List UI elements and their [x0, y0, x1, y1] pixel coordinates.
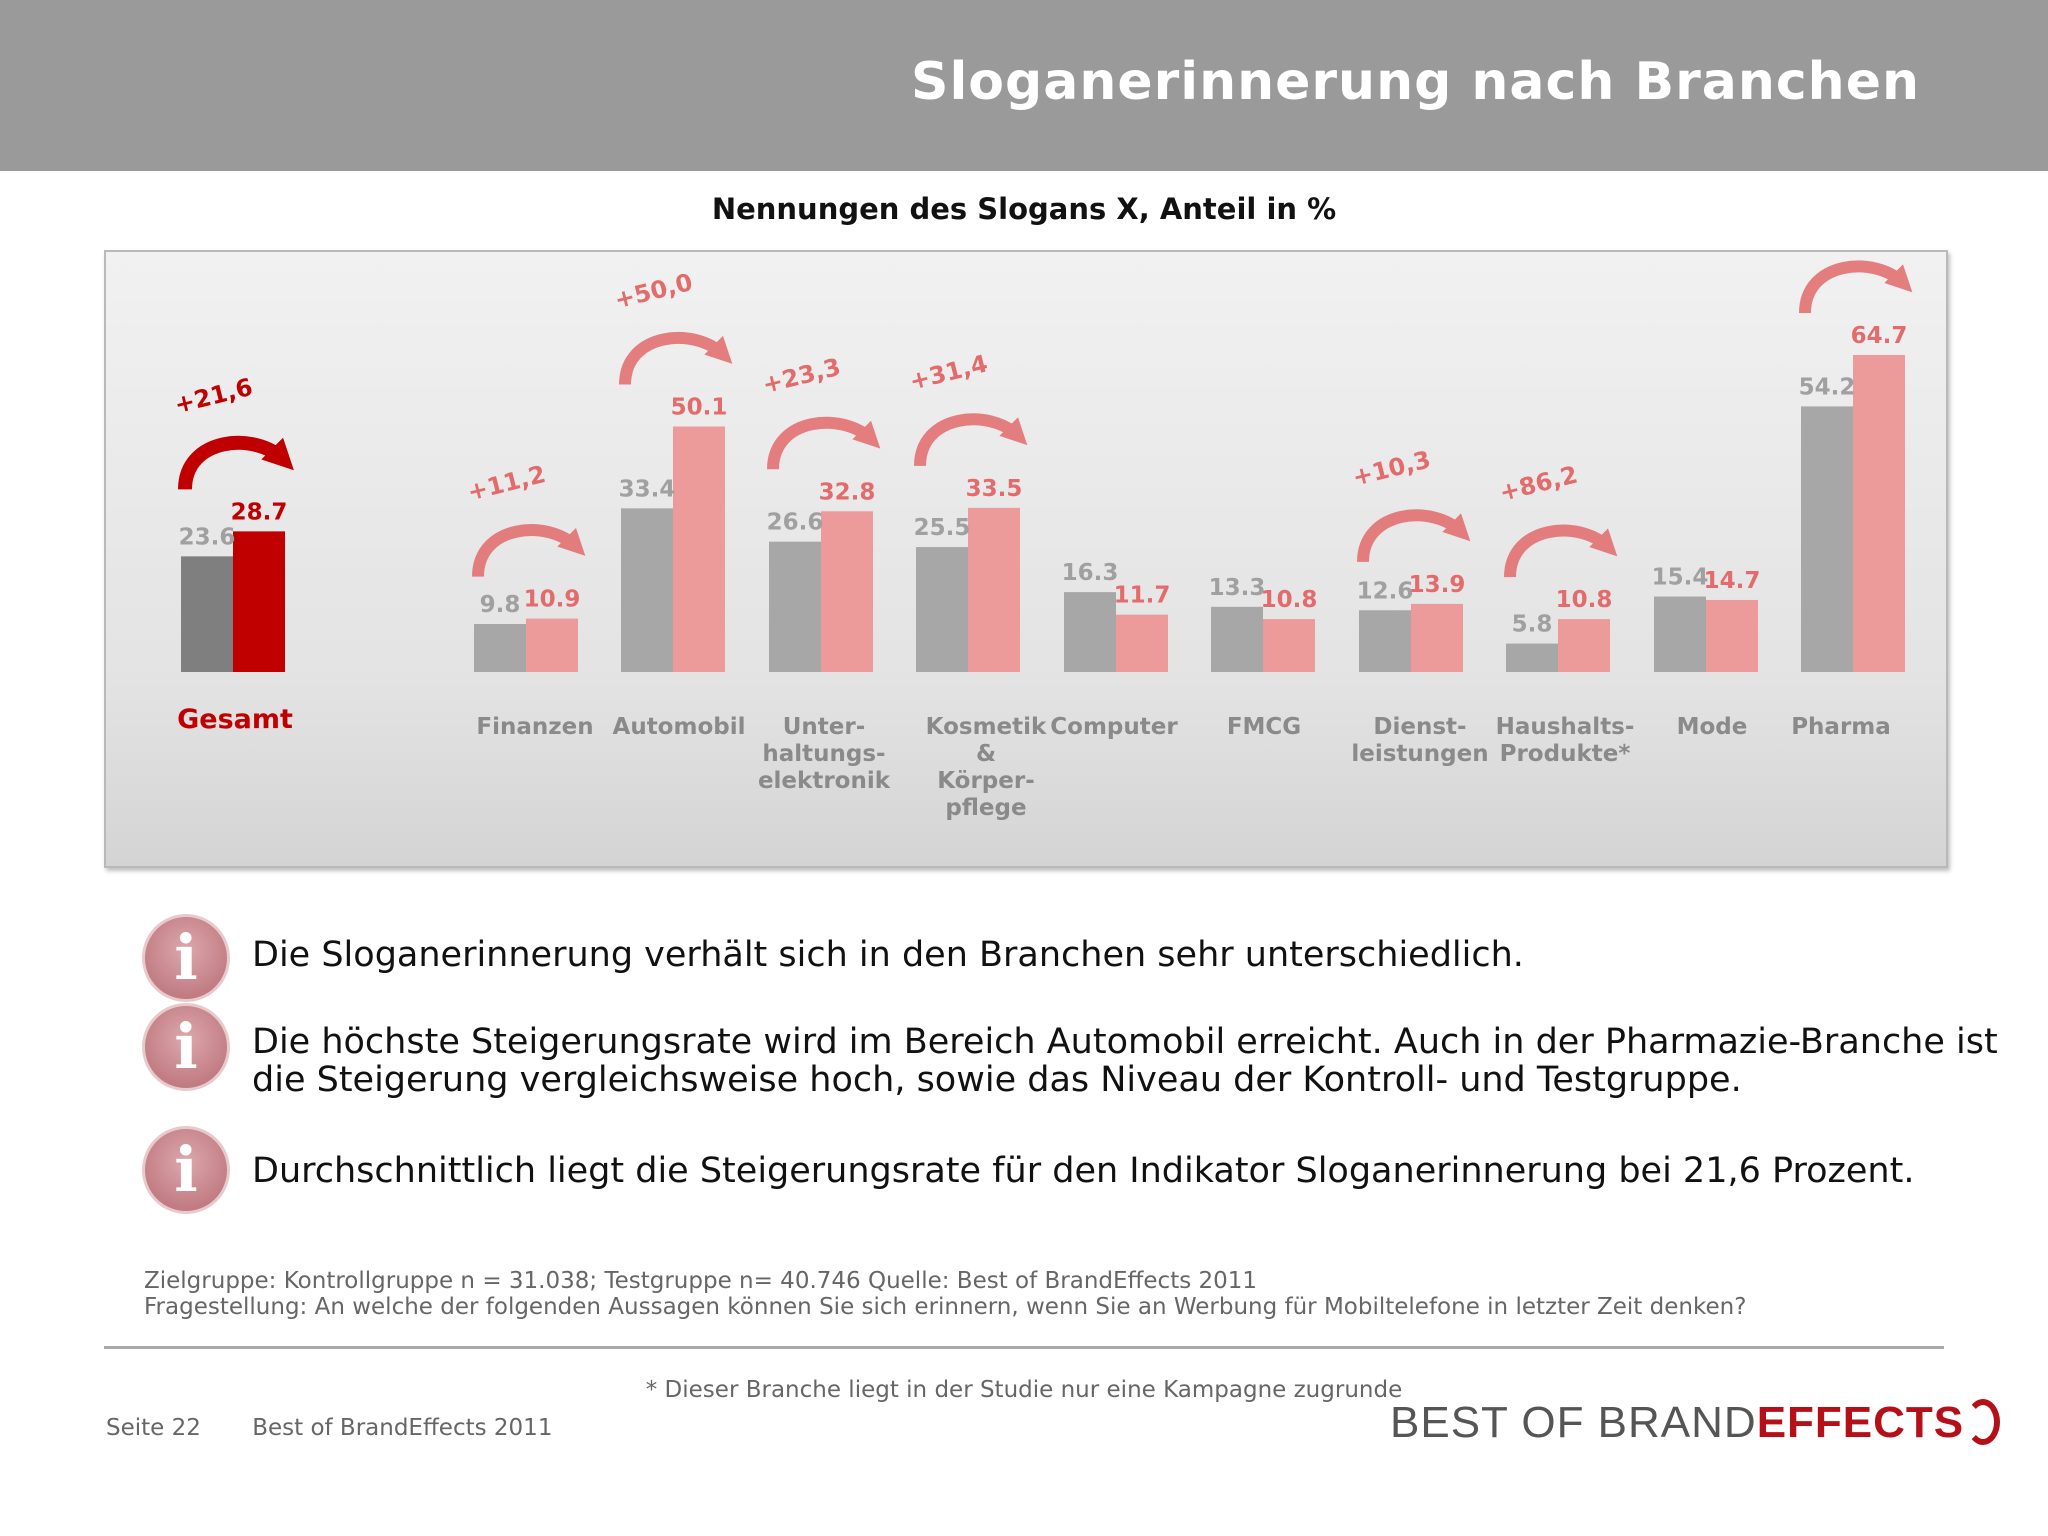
page-number: Seite 22 [106, 1415, 201, 1441]
category-label: elektronik [758, 768, 891, 794]
data-label-test: 64.7 [1851, 323, 1908, 349]
chart-title: Nennungen des Slogans X, Anteil in % [711, 192, 1337, 226]
data-label-test: 10.8 [1261, 587, 1318, 613]
category-label: Pharma [1791, 714, 1891, 740]
info-icon: i [142, 1003, 230, 1091]
increase-arrow [619, 331, 733, 385]
bar-test [233, 531, 285, 672]
category-label: FMCG [1227, 714, 1301, 740]
data-label-test: 14.7 [1704, 568, 1761, 594]
increase-arrow [1357, 509, 1471, 563]
category-label: Produkte* [1500, 741, 1631, 767]
info-icon: i [142, 914, 230, 1002]
data-label-test: 11.7 [1114, 583, 1171, 609]
bar-control [1064, 592, 1116, 672]
data-label-test: 50.1 [671, 395, 728, 421]
category-label: Kosmetik [926, 714, 1047, 740]
bar-test [1853, 354, 1905, 672]
data-label-test: 13.9 [1409, 572, 1466, 598]
bar-control [769, 541, 821, 672]
bar-test [526, 618, 578, 672]
question-note: Fragestellung: An welche der folgenden A… [144, 1294, 1747, 1320]
divider [104, 1346, 1944, 1349]
category-label: Unter- [783, 714, 866, 740]
category-label: Gesamt [177, 704, 293, 735]
header-bar: Sloganerinnerung nach Branchen [0, 0, 2048, 171]
bar-test [1411, 603, 1463, 672]
data-label-test: 32.8 [819, 479, 876, 505]
increase-arrow [1504, 524, 1618, 578]
page-title: Sloganerinnerung nach Branchen [911, 52, 1920, 112]
category-label: & [976, 741, 996, 767]
bar-test [1706, 599, 1758, 672]
info-text: Die Sloganerinnerung verhält sich in den… [252, 935, 1524, 975]
data-label-test: 10.8 [1556, 587, 1613, 613]
increase-label: +21,6 [172, 373, 256, 419]
bar-control [1801, 406, 1853, 672]
increase-label: +50,0 [612, 268, 696, 314]
increase-arrow [914, 413, 1028, 467]
data-label-control: 5.8 [1512, 612, 1553, 638]
bar-test [968, 507, 1020, 672]
category-label: haltungs- [762, 741, 885, 767]
bar-control [474, 623, 526, 672]
source-notes: Zielgruppe: Kontrollgruppe n = 31.038; T… [144, 1268, 1746, 1320]
increase-label: +10,3 [1350, 445, 1434, 491]
increase-label: +11,2 [465, 460, 549, 506]
footer-source: Best of BrandEffects 2011 [252, 1415, 553, 1441]
data-label-test: 33.5 [966, 476, 1023, 502]
bar-control [1654, 596, 1706, 672]
category-label: leistungen [1351, 741, 1488, 767]
category-label: Körper- [937, 768, 1035, 794]
increase-label: +31,4 [907, 349, 991, 395]
bar-control [1506, 643, 1558, 672]
bar-test [1116, 614, 1168, 672]
data-label-control: 12.6 [1357, 578, 1414, 604]
info-icon: i [142, 1126, 230, 1214]
bar-control [181, 556, 233, 672]
bar-control [1359, 610, 1411, 672]
data-label-control: 25.5 [914, 515, 971, 541]
bar-test [1263, 619, 1315, 672]
brand-logo: BEST OF BRANDEFFECTS [1390, 1398, 2001, 1448]
info-text: Die höchste Steigerungsrate wird im Bere… [252, 1022, 1998, 1100]
data-label-control: 54.2 [1799, 374, 1856, 400]
category-label: Mode [1677, 714, 1748, 740]
footer: Seite 22 Best of BrandEffects 2011 [106, 1415, 596, 1441]
target-group-note: Zielgruppe: Kontrollgruppe n = 31.038; T… [144, 1268, 1258, 1294]
footnote: * Dieser Branche liegt in der Studie nur… [645, 1377, 1403, 1403]
data-label-control: 13.3 [1209, 575, 1266, 601]
bar-test [673, 426, 725, 672]
chart-panel: 23.6 28.7 Gesamt +21,6 9.8 10.9 Finanzen +11,2 3… [104, 250, 1948, 868]
category-label: Dienst- [1373, 714, 1466, 740]
bar-control [621, 508, 673, 672]
data-label-control: 26.6 [767, 510, 824, 536]
info-text: Durchschnittlich liegt die Steigerungsra… [252, 1151, 1915, 1191]
increase-label: +86,2 [1497, 461, 1581, 507]
logo-ring-icon [1966, 1399, 2001, 1445]
increase-arrow [178, 435, 294, 490]
bar-control [916, 547, 968, 672]
data-label-control: 9.8 [480, 592, 521, 618]
increase-arrow [1799, 260, 1913, 314]
category-label: Haushalts- [1496, 714, 1635, 740]
bar-test [1558, 619, 1610, 672]
data-label-test: 10.9 [524, 587, 581, 613]
category-label: Finanzen [476, 714, 593, 740]
bar-control [1211, 606, 1263, 672]
data-label-test: 28.7 [231, 499, 288, 525]
data-label-control: 16.3 [1062, 560, 1119, 586]
bar-test [821, 511, 873, 672]
category-label: pflege [945, 795, 1026, 821]
category-label: Automobil [613, 714, 746, 740]
category-label: Computer [1050, 714, 1178, 740]
data-label-control: 15.4 [1652, 565, 1709, 591]
data-label-control: 23.6 [179, 524, 236, 550]
bar-chart: 23.628.7 Gesamt +21,6 9.8 10.9 Finanzen +11,2 3… [172, 260, 1913, 821]
increase-label: +23,3 [760, 353, 844, 399]
increase-arrow [767, 416, 881, 470]
data-label-control: 33.4 [619, 476, 676, 502]
increase-arrow [472, 524, 586, 578]
